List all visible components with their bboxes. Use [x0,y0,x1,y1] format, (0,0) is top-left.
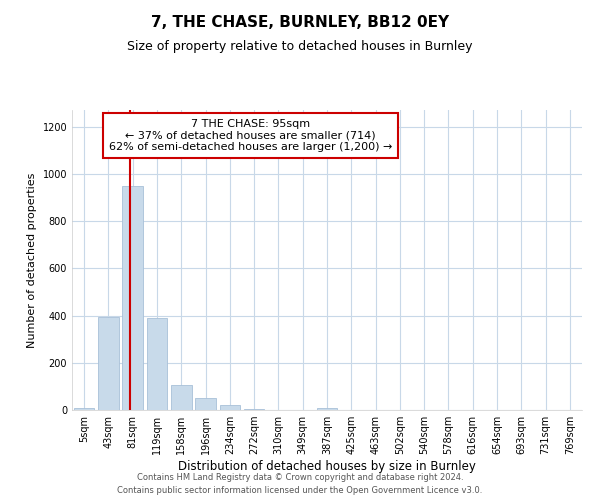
Bar [317,408,337,410]
Text: Contains public sector information licensed under the Open Government Licence v3: Contains public sector information licen… [118,486,482,495]
Text: 7 THE CHASE: 95sqm
← 37% of detached houses are smaller (714)
62% of semi-detach: 7 THE CHASE: 95sqm ← 37% of detached hou… [109,119,392,152]
Bar [74,408,94,410]
Bar [122,186,143,410]
Bar [171,385,191,410]
Text: Contains HM Land Registry data © Crown copyright and database right 2024.: Contains HM Land Registry data © Crown c… [137,474,463,482]
Bar [195,398,216,410]
Text: Size of property relative to detached houses in Burnley: Size of property relative to detached ho… [127,40,473,53]
Y-axis label: Number of detached properties: Number of detached properties [27,172,37,348]
Text: 7, THE CHASE, BURNLEY, BB12 0EY: 7, THE CHASE, BURNLEY, BB12 0EY [151,15,449,30]
Bar [146,318,167,410]
Bar [220,405,240,410]
Bar [98,316,119,410]
X-axis label: Distribution of detached houses by size in Burnley: Distribution of detached houses by size … [178,460,476,473]
Bar [244,409,265,410]
